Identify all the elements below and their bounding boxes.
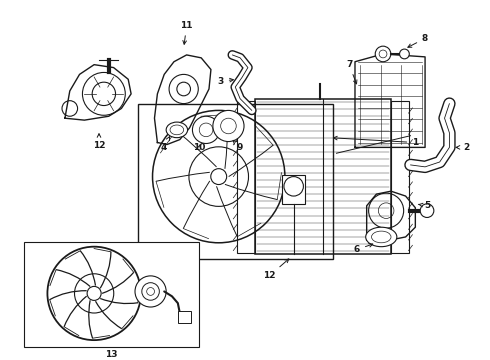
Text: 7: 7 (346, 60, 357, 84)
Bar (391, 101, 409, 252)
Text: 11: 11 (180, 21, 193, 44)
Bar (178, 311, 192, 323)
Text: 2: 2 (456, 143, 469, 152)
Text: 8: 8 (408, 34, 428, 47)
Circle shape (193, 116, 220, 144)
Circle shape (420, 204, 434, 217)
Text: 4: 4 (161, 137, 170, 152)
Text: 10: 10 (193, 143, 205, 152)
Text: 5: 5 (418, 201, 430, 210)
Bar (237, 101, 255, 252)
Circle shape (399, 49, 409, 59)
Ellipse shape (166, 122, 188, 138)
Text: 12: 12 (263, 259, 289, 280)
Text: 1: 1 (334, 136, 418, 147)
Text: 6: 6 (354, 244, 373, 254)
Text: 12: 12 (93, 134, 105, 150)
Bar (282, 175, 305, 204)
Bar (138, 104, 333, 259)
Bar (24, 242, 199, 347)
Bar (255, 99, 391, 255)
Text: 13: 13 (105, 350, 118, 359)
Text: 3: 3 (218, 77, 233, 86)
Circle shape (213, 111, 244, 141)
Ellipse shape (366, 227, 397, 247)
Circle shape (375, 46, 391, 62)
Text: 9: 9 (233, 140, 244, 152)
Circle shape (135, 276, 166, 307)
